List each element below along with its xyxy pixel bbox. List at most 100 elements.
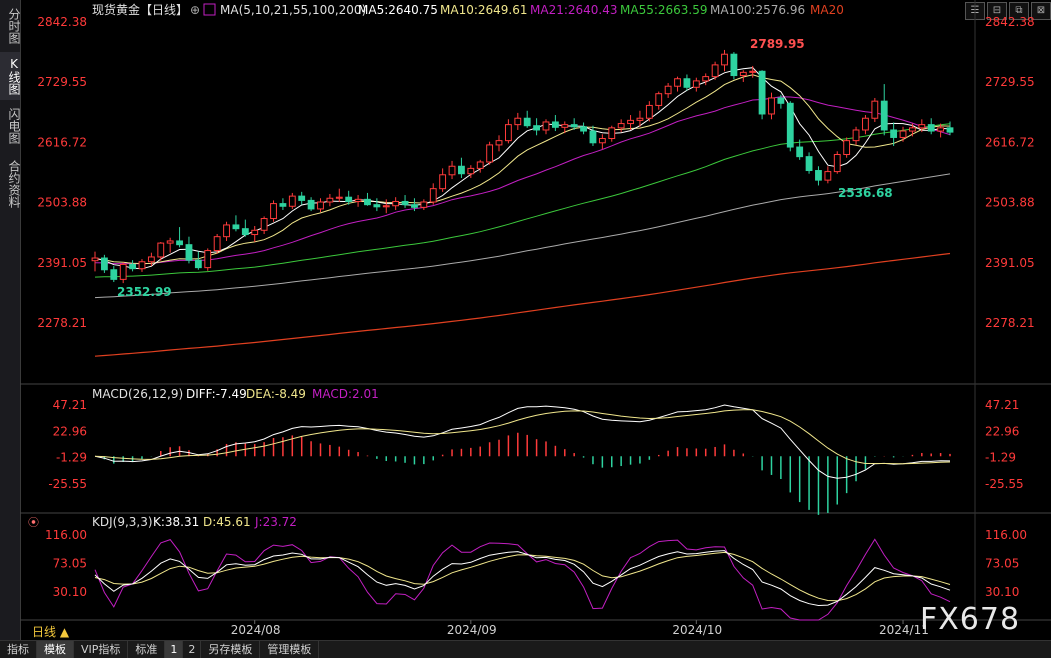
price-tick-right: 2391.05 [985, 256, 1035, 270]
candle-body [739, 71, 747, 77]
candle-body [119, 263, 127, 280]
kdj-lines [94, 538, 951, 621]
candle-body [232, 224, 240, 230]
candle-body [138, 261, 146, 270]
macd-value: MACD:2.01 [312, 387, 379, 401]
candle-body [815, 170, 822, 181]
ma55-label: MA55:2663.59 [620, 3, 708, 17]
candle-body [927, 124, 935, 132]
candle-body [833, 154, 841, 173]
candle-body [401, 200, 409, 206]
candle-body [523, 117, 531, 127]
price-tick-left: 2729.55 [37, 75, 87, 89]
candle-body [890, 129, 898, 138]
date-tick-label: 2024/08 [231, 623, 281, 637]
candle-body [439, 174, 447, 190]
candle-body [570, 124, 578, 128]
period-selector[interactable]: 日线 ▲ [32, 625, 70, 639]
kdj-tick-right: 73.05 [985, 557, 1019, 571]
macd-diff: DIFF:-7.49 [186, 387, 247, 401]
watermark-logo: FX678 [920, 602, 1021, 637]
price-tick-right: 2503.88 [985, 196, 1035, 210]
candle-body [551, 121, 559, 128]
price-chart[interactable]: 现货黄金【日线】 ⊕ MA(5,10,21,55,100,200) MA5:26… [0, 0, 1051, 640]
tab-template-2[interactable]: 2 [183, 641, 202, 658]
candle-body [458, 165, 465, 175]
tab-standard[interactable]: 标准 [128, 641, 166, 658]
candle-body [345, 196, 353, 202]
price-tick-right: 2278.21 [985, 316, 1035, 330]
candle-body [382, 205, 390, 208]
tab-vip-indicators[interactable]: VIP指标 [74, 641, 129, 658]
candle-body [335, 196, 343, 199]
candle-body [411, 204, 418, 208]
tab-indicators[interactable]: 指标 [0, 641, 37, 658]
candle-body [674, 78, 681, 87]
sidebar-item-contract-info[interactable]: 合约资料 [7, 160, 21, 208]
candle-body [645, 104, 653, 119]
candle-body [598, 138, 606, 144]
kdj-tick-left: 116.00 [45, 528, 87, 542]
candle-body [270, 203, 277, 220]
candle-body [768, 97, 775, 115]
kdj-axis: 116.00 116.00 73.05 73.05 30.10 30.10 [45, 528, 1027, 599]
minimize-icon[interactable]: ⊟ [987, 2, 1007, 20]
bottom-toolbar: 指标 模板 VIP指标 标准 1 2 另存模板 管理模板 [0, 640, 1051, 658]
candle-body [147, 256, 155, 263]
kdj-tick-right: 30.10 [985, 585, 1019, 599]
sidebar-item-flash[interactable]: 闪电图 [7, 108, 21, 144]
candle-body [326, 197, 334, 203]
ma-group-label: MA(5,10,21,55,100,200) [220, 3, 366, 17]
candle-body [467, 167, 475, 175]
candle-body [110, 269, 118, 280]
candle-body [129, 263, 136, 270]
candle-body [307, 199, 315, 210]
candle-body [589, 130, 597, 144]
kdj-tick-left: 30.10 [53, 585, 87, 599]
candle-body [852, 129, 860, 142]
tab-save-template[interactable]: 另存模板 [201, 641, 261, 658]
candle-body [504, 124, 512, 142]
settings-icon[interactable]: ⊕ [190, 3, 200, 17]
candle-body [91, 257, 99, 262]
candle-body [561, 124, 569, 128]
candle-body [580, 126, 587, 132]
restore-icon[interactable]: ⧉ [1009, 2, 1029, 20]
candle-body [213, 236, 221, 252]
kdj-k: K:38.31 [153, 515, 199, 529]
kdj-title: KDJ(9,3,3) [92, 515, 153, 529]
candle-body [100, 257, 108, 271]
candle-body [608, 127, 616, 140]
tab-templates[interactable]: 模板 [37, 641, 74, 658]
ma5-line [94, 67, 951, 270]
candle-body [636, 117, 644, 121]
ma20-label: MA20 [810, 3, 844, 17]
candle-body [476, 161, 484, 169]
candle-body [194, 259, 202, 269]
date-tick-label: 2024/09 [447, 623, 497, 637]
macd-tick-right: -25.55 [985, 477, 1024, 491]
sidebar-item-timeshare[interactable]: 分时图 [7, 8, 21, 44]
tab-template-1[interactable]: 1 [165, 641, 184, 658]
tab-manage-templates[interactable]: 管理模板 [260, 641, 320, 658]
date-tick-label: 2024/10 [672, 623, 722, 637]
candle-body [486, 144, 494, 163]
kdj-tick-left: 73.05 [53, 557, 87, 571]
macd-tick-left: -1.29 [56, 451, 87, 465]
candle-body [364, 198, 371, 206]
macd-histogram [103, 432, 951, 515]
date-axis: 2024/08 2024/09 2024/10 2024/11 [231, 620, 929, 637]
macd-dea: DEA:-8.49 [246, 387, 306, 401]
sidebar-item-kline[interactable]: K线图 [0, 52, 21, 100]
kdj-settings-icon[interactable]: ⦿ [28, 516, 39, 529]
macd-tick-right: 47.21 [985, 398, 1019, 412]
candle-body [176, 240, 183, 246]
macd-axis: 47.21 47.21 22.96 22.96 -1.29 -1.29 -25.55 -25.… [48, 398, 1023, 491]
candle-body [542, 121, 550, 131]
ma10-line [94, 74, 951, 265]
candle-body [909, 127, 916, 132]
price-tick-right: 2729.55 [985, 75, 1035, 89]
price-tick-right: 2616.72 [985, 135, 1035, 149]
candle-body [730, 53, 738, 77]
ma10-label: MA10:2649.61 [440, 3, 528, 17]
